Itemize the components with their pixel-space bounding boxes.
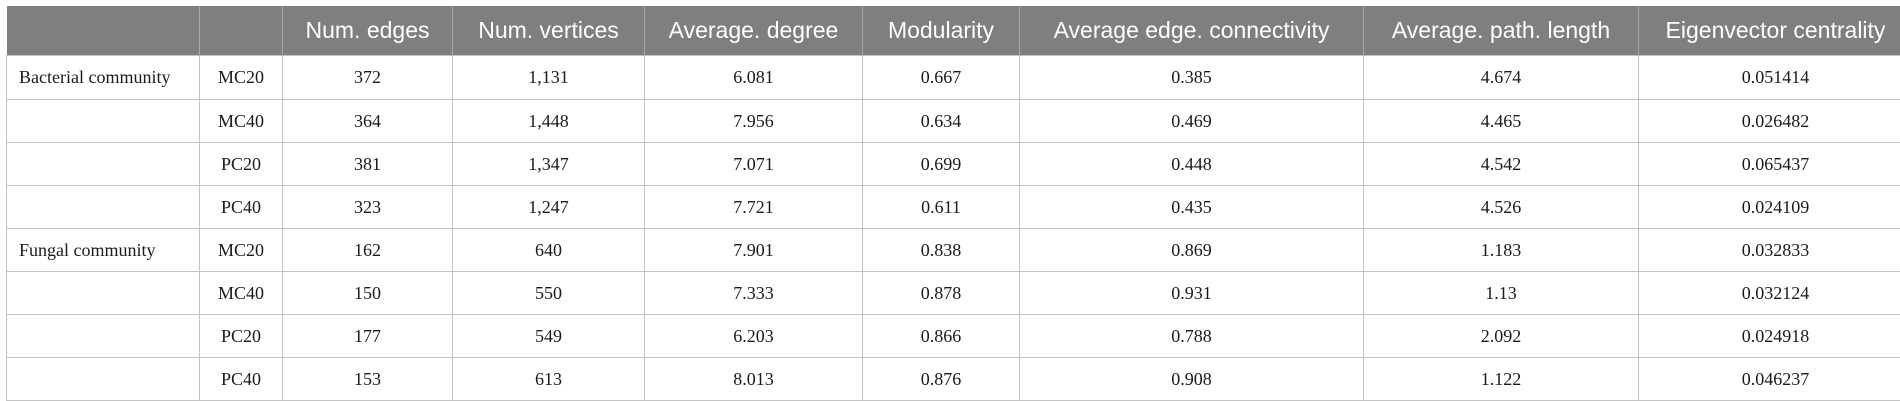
average-degree-cell: 8.013 <box>644 357 863 401</box>
community-cell <box>6 185 200 229</box>
header-average-degree: Average. degree <box>644 6 863 56</box>
num-vertices-cell: 1,247 <box>452 185 645 229</box>
header-average-edge-connectivity: Average edge. connectivity <box>1019 6 1364 56</box>
eigenvector-centrality-cell: 0.032833 <box>1638 228 1900 272</box>
treatment-cell: PC40 <box>199 357 283 401</box>
header-treatment <box>199 6 283 56</box>
treatment-cell: PC20 <box>199 314 283 358</box>
average-edge-connectivity-cell: 0.908 <box>1019 357 1364 401</box>
average-degree-cell: 7.333 <box>644 271 863 315</box>
average-edge-connectivity-cell: 0.385 <box>1019 55 1364 100</box>
header-num-edges: Num. edges <box>282 6 453 56</box>
average-edge-connectivity-cell: 0.448 <box>1019 142 1364 186</box>
table-body: Bacterial community MC20 372 1,131 6.081 0.66… <box>6 55 1900 401</box>
average-edge-connectivity-cell: 0.435 <box>1019 185 1364 229</box>
table-row: PC40 323 1,247 7.721 0.611 0.435 4.526 0.024109 <box>6 185 1900 229</box>
average-degree-cell: 7.721 <box>644 185 863 229</box>
average-degree-cell: 7.901 <box>644 228 863 272</box>
community-cell <box>6 357 200 401</box>
eigenvector-centrality-cell: 0.065437 <box>1638 142 1900 186</box>
average-degree-cell: 7.956 <box>644 99 863 143</box>
num-edges-cell: 323 <box>282 185 453 229</box>
average-path-length-cell: 4.674 <box>1363 55 1639 100</box>
average-edge-connectivity-cell: 0.469 <box>1019 99 1364 143</box>
header-modularity: Modularity <box>862 6 1020 56</box>
num-edges-cell: 150 <box>282 271 453 315</box>
network-properties-table: Num. edges Num. vertices Average. degree Mo… <box>6 6 1900 401</box>
average-path-length-cell: 4.542 <box>1363 142 1639 186</box>
average-degree-cell: 6.203 <box>644 314 863 358</box>
modularity-cell: 0.667 <box>862 55 1020 100</box>
eigenvector-centrality-cell: 0.046237 <box>1638 357 1900 401</box>
modularity-cell: 0.838 <box>862 228 1020 272</box>
modularity-cell: 0.878 <box>862 271 1020 315</box>
table-row: MC40 150 550 7.333 0.878 0.931 1.13 0.032124 <box>6 271 1900 315</box>
community-cell <box>6 142 200 186</box>
header-num-vertices: Num. vertices <box>452 6 645 56</box>
header-group <box>6 6 200 56</box>
eigenvector-centrality-cell: 0.032124 <box>1638 271 1900 315</box>
modularity-cell: 0.699 <box>862 142 1020 186</box>
table-row: Fungal community MC20 162 640 7.901 0.838 0.86… <box>6 228 1900 272</box>
num-vertices-cell: 1,131 <box>452 55 645 100</box>
community-cell: Bacterial community <box>6 55 200 100</box>
treatment-cell: MC20 <box>199 55 283 100</box>
treatment-cell: MC40 <box>199 271 283 315</box>
num-edges-cell: 177 <box>282 314 453 358</box>
header-row: Num. edges Num. vertices Average. degree Mo… <box>6 6 1900 56</box>
average-degree-cell: 7.071 <box>644 142 863 186</box>
num-edges-cell: 372 <box>282 55 453 100</box>
eigenvector-centrality-cell: 0.051414 <box>1638 55 1900 100</box>
header-eigenvector-centrality: Eigenvector centrality <box>1638 6 1900 56</box>
table-row: PC40 153 613 8.013 0.876 0.908 1.122 0.046237 <box>6 357 1900 401</box>
treatment-cell: MC20 <box>199 228 283 272</box>
average-edge-connectivity-cell: 0.931 <box>1019 271 1364 315</box>
modularity-cell: 0.876 <box>862 357 1020 401</box>
treatment-cell: MC40 <box>199 99 283 143</box>
num-vertices-cell: 550 <box>452 271 645 315</box>
treatment-cell: PC20 <box>199 142 283 186</box>
average-degree-cell: 6.081 <box>644 55 863 100</box>
num-edges-cell: 381 <box>282 142 453 186</box>
table-header: Num. edges Num. vertices Average. degree Mo… <box>6 6 1900 56</box>
average-edge-connectivity-cell: 0.788 <box>1019 314 1364 358</box>
average-path-length-cell: 4.526 <box>1363 185 1639 229</box>
eigenvector-centrality-cell: 0.026482 <box>1638 99 1900 143</box>
num-vertices-cell: 613 <box>452 357 645 401</box>
num-edges-cell: 153 <box>282 357 453 401</box>
num-vertices-cell: 549 <box>452 314 645 358</box>
average-path-length-cell: 1.122 <box>1363 357 1639 401</box>
num-vertices-cell: 1,347 <box>452 142 645 186</box>
community-cell <box>6 99 200 143</box>
table-row: MC40 364 1,448 7.956 0.634 0.469 4.465 0.026482 <box>6 99 1900 143</box>
num-vertices-cell: 640 <box>452 228 645 272</box>
num-edges-cell: 364 <box>282 99 453 143</box>
table-row: PC20 381 1,347 7.071 0.699 0.448 4.542 0.065437 <box>6 142 1900 186</box>
table-row: PC20 177 549 6.203 0.866 0.788 2.092 0.024918 <box>6 314 1900 358</box>
modularity-cell: 0.634 <box>862 99 1020 143</box>
average-path-length-cell: 1.183 <box>1363 228 1639 272</box>
treatment-cell: PC40 <box>199 185 283 229</box>
average-edge-connectivity-cell: 0.869 <box>1019 228 1364 272</box>
table-row: Bacterial community MC20 372 1,131 6.081 0.66… <box>6 55 1900 100</box>
community-cell: Fungal community <box>6 228 200 272</box>
community-cell <box>6 314 200 358</box>
modularity-cell: 0.611 <box>862 185 1020 229</box>
average-path-length-cell: 4.465 <box>1363 99 1639 143</box>
header-average-path-length: Average. path. length <box>1363 6 1639 56</box>
num-vertices-cell: 1,448 <box>452 99 645 143</box>
average-path-length-cell: 2.092 <box>1363 314 1639 358</box>
community-cell <box>6 271 200 315</box>
num-edges-cell: 162 <box>282 228 453 272</box>
eigenvector-centrality-cell: 0.024918 <box>1638 314 1900 358</box>
eigenvector-centrality-cell: 0.024109 <box>1638 185 1900 229</box>
average-path-length-cell: 1.13 <box>1363 271 1639 315</box>
modularity-cell: 0.866 <box>862 314 1020 358</box>
